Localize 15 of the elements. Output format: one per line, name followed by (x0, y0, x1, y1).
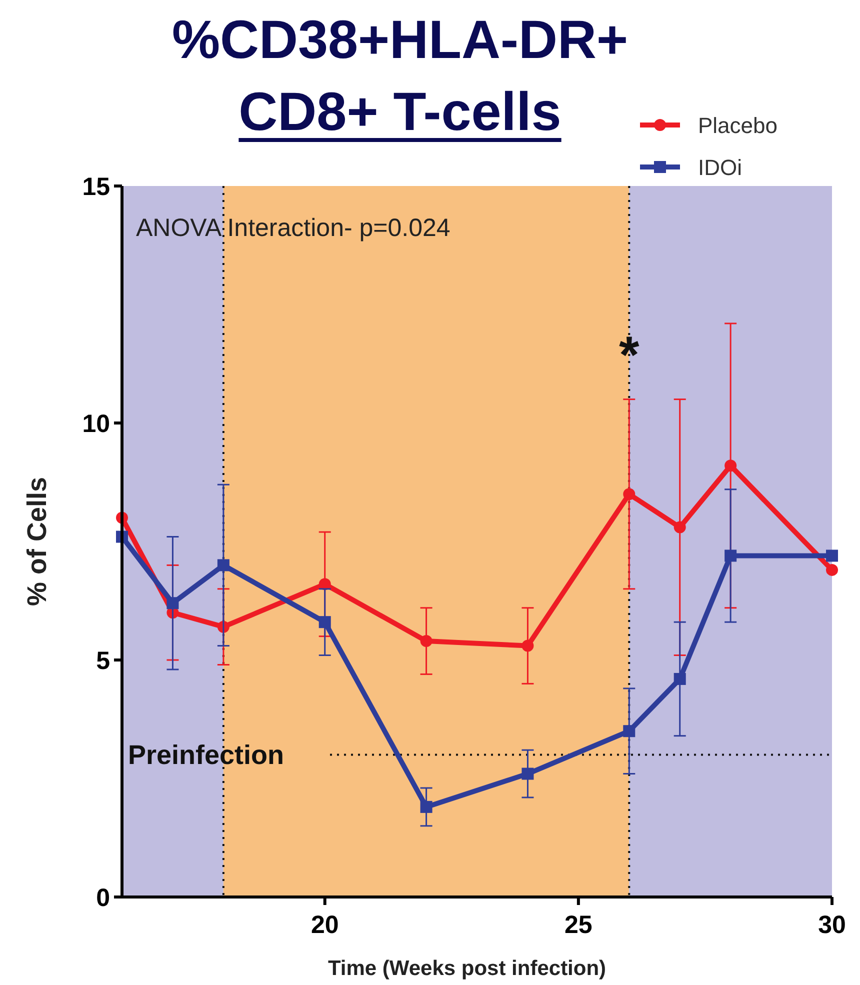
y-tick-label: 15 (82, 173, 110, 201)
x-axis-title: Time (Weeks post infection) (328, 957, 606, 980)
x-tick-label: 30 (818, 911, 846, 939)
annotation: * (619, 326, 640, 384)
y-axis-title: % of Cells (22, 476, 52, 606)
ref-line-label: Preinfection (128, 740, 284, 770)
legend-label: IDOi (698, 155, 742, 180)
x-tick-label: 20 (310, 911, 339, 939)
chart-title: %CD38+HLA-DR+ CD8+ T-cells (172, 10, 628, 142)
annotation: ANOVA Interaction- p=0.024 (136, 214, 450, 242)
y-tick-label: 0 (96, 884, 110, 912)
x-tick-label: 25 (564, 911, 592, 939)
y-tick-label: 5 (96, 647, 110, 675)
legend-label: Placebo (698, 113, 778, 138)
y-tick-label: 10 (82, 410, 110, 438)
